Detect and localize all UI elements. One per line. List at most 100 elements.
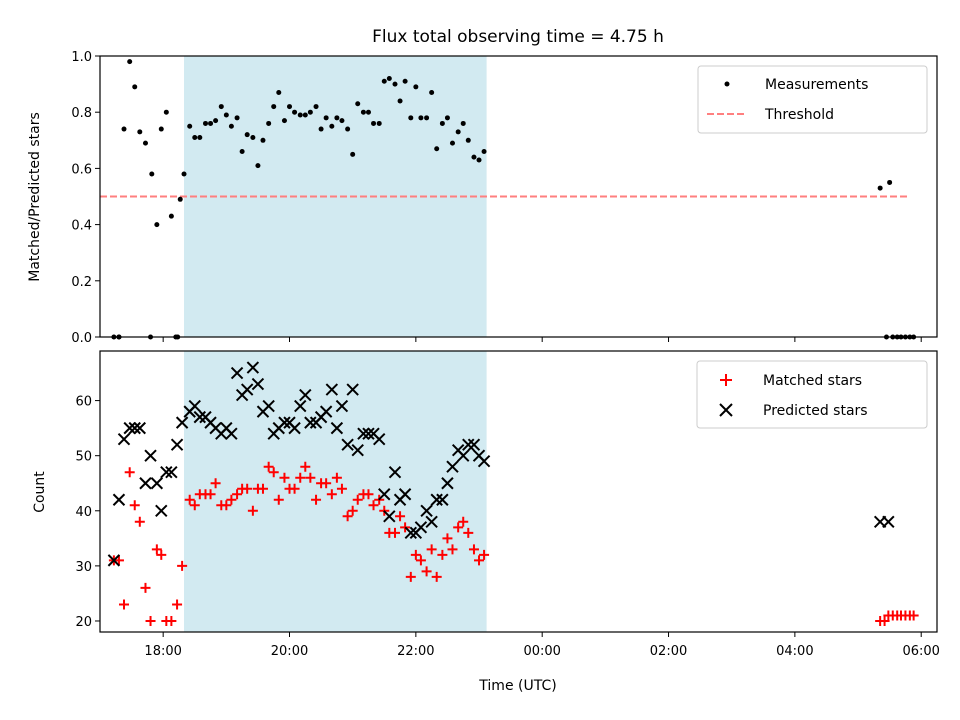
matched-stars-point — [300, 461, 311, 472]
predicted-stars-point — [882, 515, 895, 529]
measurement-point — [449, 140, 455, 146]
measurement-point — [424, 115, 430, 121]
legend-matched-label: Matched stars — [763, 373, 862, 389]
measurement-point — [334, 115, 340, 121]
predicted-stars-point — [414, 521, 428, 534]
xlabel: Time (UTC) — [478, 678, 556, 694]
measurement-point — [318, 126, 324, 132]
measurement-point — [297, 112, 303, 118]
predicted-stars-point — [383, 510, 396, 523]
bot-shaded-span — [184, 351, 487, 632]
predicted-stars-point — [262, 399, 275, 413]
measurement-point — [887, 179, 893, 185]
matched-stars-point — [210, 478, 221, 489]
measurement-point — [355, 101, 361, 107]
matched-stars-point — [177, 560, 188, 571]
legend-threshold-label: Threshold — [764, 107, 834, 123]
legend-measurements-label: Measurements — [765, 77, 868, 93]
measurement-point — [413, 84, 419, 90]
bot-ytick-label: 30 — [75, 560, 92, 575]
measurement-point — [244, 132, 250, 138]
matched-stars-point — [279, 472, 290, 483]
measurement-point — [228, 123, 234, 129]
measurement-point — [360, 109, 366, 115]
xtick-label: 04:00 — [776, 644, 813, 659]
matched-stars-point — [347, 505, 358, 516]
predicted-stars-point — [144, 449, 157, 462]
matched-stars-point — [145, 615, 156, 626]
matched-stars-point — [479, 549, 490, 560]
matched-stars-point — [437, 549, 448, 560]
bottom-panel: 20 30 40 50 60 18:00 20:00 22:00 00:00 02:00 04:0… — [32, 350, 940, 694]
predicted-stars-point — [128, 421, 141, 435]
matched-stars-point — [336, 483, 347, 494]
measurement-point — [302, 112, 308, 118]
matched-stars-point — [442, 533, 453, 544]
predicted-stars-point — [160, 466, 173, 479]
measurement-point — [163, 109, 169, 115]
top-panel: 0.0 0.2 0.4 0.6 0.8 1.0 Matched/Predicted sta… — [27, 50, 938, 346]
predicted-stars-point — [230, 366, 244, 380]
bot-ytick-label: 50 — [75, 450, 92, 465]
matched-stars-point — [463, 527, 474, 538]
measurement-point — [371, 120, 377, 126]
predicted-stars-point — [467, 438, 481, 451]
matched-stars-point — [352, 494, 363, 505]
predicted-stars-point — [357, 427, 370, 440]
predicted-stars-point — [462, 438, 475, 451]
matched-stars-point — [232, 489, 243, 500]
matched-stars-point — [311, 494, 322, 505]
measurement-point — [197, 134, 203, 140]
measurement-point — [381, 78, 387, 84]
bottom-legend: Matched stars Predicted stars — [696, 360, 928, 429]
predicted-stars-point — [398, 488, 412, 501]
matched-stars-point — [189, 500, 200, 511]
measurement-point — [376, 120, 382, 126]
predicted-stars-point — [246, 361, 260, 374]
matched-stars-point — [205, 489, 216, 500]
predicted-stars-point — [446, 460, 459, 473]
top-legend: Measurements Threshold — [697, 65, 928, 134]
predicted-stars-point — [325, 383, 339, 396]
matched-stars-point — [295, 472, 306, 483]
measurement-point — [455, 129, 461, 135]
xtick-label: 22:00 — [397, 644, 434, 659]
matched-stars-point — [368, 500, 379, 511]
measurement-point — [281, 118, 287, 124]
bot-ytick-label: 40 — [75, 505, 92, 520]
measurement-point — [132, 84, 138, 90]
measurement-point — [187, 123, 193, 129]
predicted-stars-point — [378, 488, 391, 501]
matched-stars-point — [342, 511, 353, 522]
matched-stars-point — [172, 599, 183, 610]
measurement-point — [177, 196, 183, 202]
bottom-ylabel: Count — [32, 471, 48, 513]
matched-stars-point — [395, 511, 406, 522]
measurement-point — [168, 213, 174, 219]
matched-stars-point — [458, 516, 469, 527]
predicted-stars-point — [304, 416, 317, 429]
measurement-point — [313, 104, 319, 110]
predicted-stars-point — [441, 477, 454, 490]
predicted-stars-point — [404, 526, 418, 540]
predicted-stars-point — [170, 438, 184, 451]
measurement-point — [323, 115, 329, 121]
measurement-point — [208, 120, 214, 126]
predicted-stars-point — [362, 427, 375, 440]
measurement-point — [292, 109, 298, 115]
measurement-point — [250, 134, 256, 140]
predicted-stars-point — [139, 477, 152, 490]
matched-stars-point — [268, 467, 279, 478]
measurement-point — [213, 118, 219, 124]
predicted-stars-point — [165, 466, 178, 479]
matched-stars-point — [242, 483, 253, 494]
matched-stars-point — [273, 494, 284, 505]
measurement-point — [350, 151, 356, 157]
measurement-point — [149, 171, 155, 177]
top-ytick-label: 0.0 — [71, 331, 92, 346]
matched-stars-point — [221, 500, 232, 511]
matched-stars-point — [426, 544, 437, 555]
matched-stars-point — [263, 461, 274, 472]
matched-stars-point — [879, 615, 890, 626]
matched-stars-point — [156, 549, 167, 560]
